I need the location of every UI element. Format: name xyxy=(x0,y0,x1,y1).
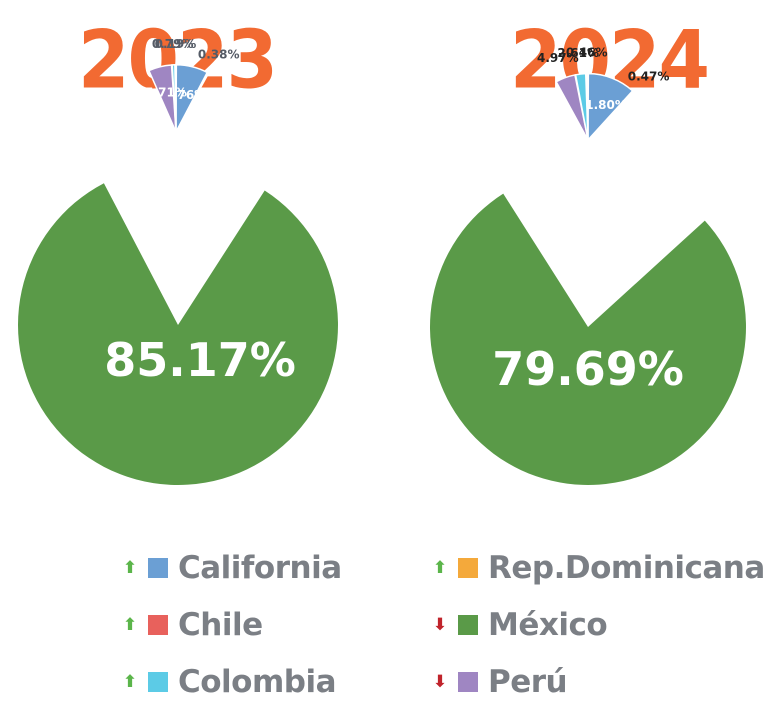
legend-label: México xyxy=(488,607,608,643)
slice-label-california-2024: 11.80% xyxy=(577,98,627,112)
slice-label-rep-dominicana-2023: 0.19% xyxy=(155,37,197,51)
pie-slice-mexico-2024 xyxy=(429,193,746,486)
legend-item-peru: ⬇ Perú xyxy=(432,662,568,702)
slice-label-chile-2024: 0.47% xyxy=(628,70,670,84)
main-slice-label-2024: 79.69% xyxy=(492,342,684,396)
legend-item-mexico: ⬇ México xyxy=(432,605,608,645)
legend-label: Perú xyxy=(488,664,568,700)
pie-charts: 7.76%0.38%5.71%0.79%0.19%85.17%11.80%0.4… xyxy=(17,37,746,486)
legend-swatch xyxy=(458,672,478,692)
slice-label-colombia-2023: 0.79% xyxy=(152,37,194,51)
arrow-up-icon: ⬆ xyxy=(122,672,138,692)
slice-label-peru-2023: 5.71% xyxy=(145,86,187,100)
legend-item-chile: ⬆ Chile xyxy=(122,605,263,645)
legend-label: Colombia xyxy=(178,664,337,700)
legend-item-rep-dominicana: ⬆ Rep.Dominicana xyxy=(432,548,765,588)
arrow-down-icon: ⬇ xyxy=(432,615,448,635)
arrow-up-icon: ⬆ xyxy=(122,558,138,578)
arrow-up-icon: ⬆ xyxy=(122,615,138,635)
slice-label-peru-2024: 4.97% xyxy=(537,51,579,65)
slice-label-chile-2023: 0.38% xyxy=(198,48,240,62)
slice-label-rep-dominicana-2024: 0.46% xyxy=(566,46,608,60)
pie-slice-chile-2024 xyxy=(587,90,636,141)
pie-slice-chile-2023 xyxy=(175,71,210,133)
slice-label-colombia-2024: 2.61% xyxy=(557,46,599,60)
legend-label: California xyxy=(178,550,342,586)
legend-swatch xyxy=(148,615,168,635)
legend-swatch xyxy=(458,558,478,578)
legend-swatch xyxy=(148,672,168,692)
pie-slice-mexico-2023 xyxy=(17,183,338,486)
pie-slice-rep-dominicana-2024 xyxy=(585,72,589,141)
legend-label: Chile xyxy=(178,607,263,643)
legend-item-colombia: ⬆ Colombia xyxy=(122,662,337,702)
main-slice-label-2023: 85.17% xyxy=(104,333,296,387)
legend-label: Rep.Dominicana xyxy=(488,550,765,586)
legend-swatch xyxy=(148,558,168,578)
legend-item-california: ⬆ California xyxy=(122,548,342,588)
arrow-up-icon: ⬆ xyxy=(432,558,448,578)
legend-swatch xyxy=(458,615,478,635)
arrow-down-icon: ⬇ xyxy=(432,672,448,692)
